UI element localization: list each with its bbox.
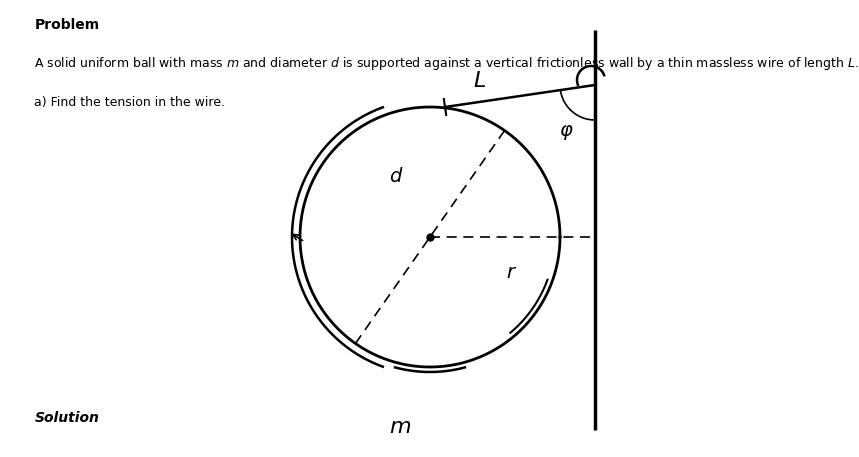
Text: L: L (474, 71, 486, 91)
Text: a) Find the tension in the wire.: a) Find the tension in the wire. (34, 96, 225, 109)
Text: r: r (506, 262, 514, 282)
Text: m: m (389, 417, 411, 437)
Text: A solid uniform ball with mass $m$ and diameter $d$ is supported against a verti: A solid uniform ball with mass $m$ and d… (34, 55, 859, 72)
Text: Problem: Problem (34, 18, 100, 32)
Text: Solution: Solution (34, 411, 100, 425)
Text: φ: φ (558, 121, 571, 139)
Text: d: d (389, 168, 401, 186)
